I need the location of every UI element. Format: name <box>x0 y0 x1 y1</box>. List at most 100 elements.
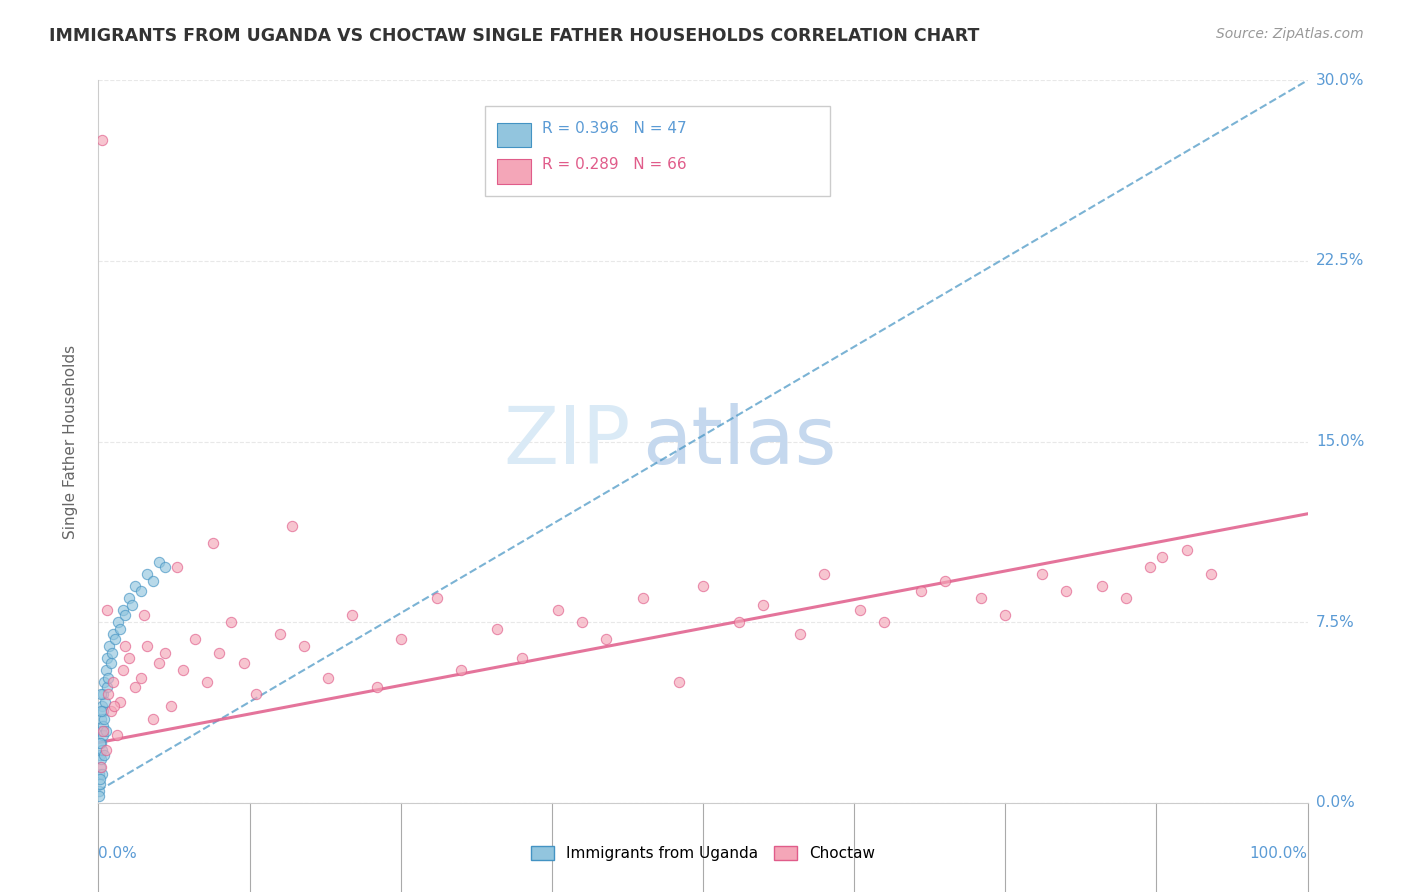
Point <box>571 615 593 630</box>
Point <box>89 789 111 803</box>
Point <box>728 615 751 630</box>
Point <box>994 607 1017 622</box>
Point <box>100 647 122 661</box>
Point <box>208 647 231 661</box>
Point <box>184 632 207 646</box>
Point <box>94 743 117 757</box>
Point <box>91 133 114 147</box>
Point <box>195 675 218 690</box>
Point <box>91 687 114 701</box>
Point <box>111 664 134 678</box>
Point <box>631 591 654 606</box>
Point <box>160 699 183 714</box>
Point <box>232 656 254 670</box>
Point <box>342 607 364 622</box>
Point <box>849 603 872 617</box>
Point <box>1091 579 1114 593</box>
Point <box>124 680 146 694</box>
Point <box>101 675 124 690</box>
Point <box>87 784 110 798</box>
Point <box>142 712 165 726</box>
Point <box>91 728 114 742</box>
Legend: Immigrants from Uganda, Choctaw: Immigrants from Uganda, Choctaw <box>524 840 882 867</box>
Point <box>97 671 120 685</box>
Point <box>90 752 112 766</box>
Point <box>202 535 225 549</box>
Text: 22.5%: 22.5% <box>1316 253 1364 268</box>
Point <box>366 680 388 694</box>
Point <box>89 747 111 762</box>
Point <box>486 623 509 637</box>
Text: atlas: atlas <box>643 402 837 481</box>
Point <box>118 651 141 665</box>
Text: 0.0%: 0.0% <box>1316 796 1354 810</box>
Point <box>111 603 134 617</box>
Point <box>96 723 118 738</box>
Point <box>91 767 114 781</box>
Point <box>89 767 111 781</box>
Text: 0.0%: 0.0% <box>98 847 138 861</box>
Point <box>89 776 111 790</box>
Point <box>970 591 993 606</box>
Point <box>90 687 112 701</box>
Point <box>934 574 956 589</box>
Point <box>1152 550 1174 565</box>
Point <box>752 599 775 613</box>
Text: IMMIGRANTS FROM UGANDA VS CHOCTAW SINGLE FATHER HOUSEHOLDS CORRELATION CHART: IMMIGRANTS FROM UGANDA VS CHOCTAW SINGLE… <box>49 27 980 45</box>
Point <box>93 712 115 726</box>
Point <box>148 656 170 670</box>
Point <box>129 671 152 685</box>
Point <box>93 675 115 690</box>
Text: 7.5%: 7.5% <box>1316 615 1354 630</box>
Text: 15.0%: 15.0% <box>1316 434 1364 449</box>
Point <box>90 743 112 757</box>
Point <box>1139 559 1161 574</box>
Text: ZIP: ZIP <box>503 402 630 481</box>
Point <box>89 760 111 774</box>
Point <box>153 559 176 574</box>
Point <box>90 760 112 774</box>
Point <box>166 559 188 574</box>
Point <box>142 574 165 589</box>
Point <box>94 695 117 709</box>
Point <box>245 687 267 701</box>
Text: R = 0.289   N = 66: R = 0.289 N = 66 <box>543 157 686 172</box>
Point <box>94 664 117 678</box>
Point <box>668 675 690 690</box>
Text: 100.0%: 100.0% <box>1250 847 1308 861</box>
FancyBboxPatch shape <box>485 105 830 196</box>
Point <box>389 632 412 646</box>
Point <box>910 583 932 598</box>
Text: Source: ZipAtlas.com: Source: ZipAtlas.com <box>1216 27 1364 41</box>
Point <box>101 627 124 641</box>
Point <box>98 639 121 653</box>
Point <box>97 687 120 701</box>
Point <box>96 651 118 665</box>
Point <box>121 599 143 613</box>
Point <box>134 607 156 622</box>
Point <box>108 695 131 709</box>
Point <box>450 664 472 678</box>
Point <box>172 664 194 678</box>
Point <box>107 615 129 630</box>
Point <box>114 607 136 622</box>
Point <box>1054 583 1077 598</box>
Point <box>108 623 131 637</box>
Point <box>281 519 304 533</box>
Point <box>1199 567 1222 582</box>
Point <box>316 671 339 685</box>
FancyBboxPatch shape <box>498 123 531 147</box>
Point <box>90 735 112 749</box>
Point <box>1031 567 1053 582</box>
Point <box>426 591 449 606</box>
Y-axis label: Single Father Households: Single Father Households <box>63 344 77 539</box>
Point <box>90 704 112 718</box>
Point <box>96 680 118 694</box>
Point <box>595 632 617 646</box>
Point <box>1115 591 1137 606</box>
Point <box>124 579 146 593</box>
Point <box>510 651 533 665</box>
Point <box>813 567 835 582</box>
Point <box>153 647 176 661</box>
Point <box>100 656 122 670</box>
